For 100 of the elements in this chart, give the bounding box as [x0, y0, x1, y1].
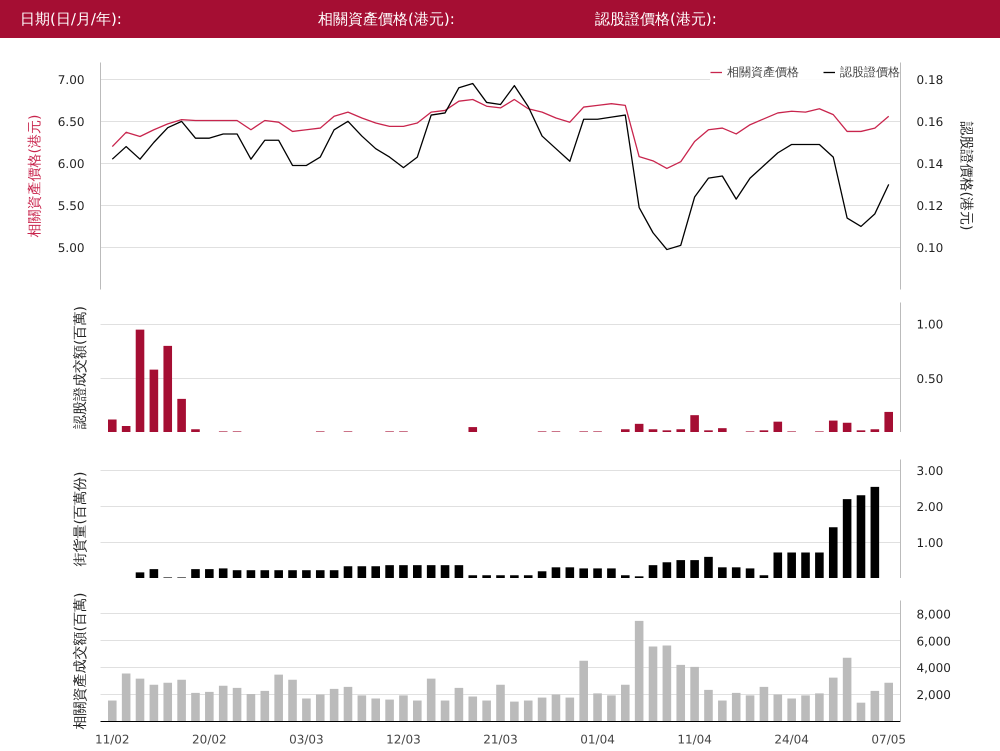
bar [232, 570, 242, 578]
y-tick-label: 0.50 [916, 372, 944, 386]
bar [288, 570, 297, 578]
text: 日期(日/月/年): [20, 9, 122, 30]
bar [496, 684, 505, 722]
bar [468, 696, 478, 722]
y2-axis-title: 認股證價格(港元) [958, 122, 974, 230]
bar [344, 566, 352, 578]
bar [482, 575, 491, 578]
bar [205, 569, 214, 578]
y-tick-label: 7.00 [58, 72, 84, 87]
bar [634, 424, 644, 432]
bar [246, 570, 256, 578]
bar [316, 694, 325, 722]
bar [108, 700, 117, 722]
bar [815, 693, 824, 722]
bar [136, 678, 144, 722]
bar [870, 486, 880, 578]
bar [690, 666, 699, 722]
bar [232, 688, 242, 722]
bar [648, 565, 658, 578]
bar [510, 702, 519, 722]
bar [358, 566, 366, 578]
bar [274, 674, 283, 722]
bar [566, 698, 574, 722]
bar [246, 694, 256, 722]
bar [579, 568, 588, 578]
bar [842, 658, 852, 722]
bar [760, 575, 768, 578]
bar [399, 695, 408, 722]
y-axis-title: 相關資產成交額(百萬) [72, 592, 88, 730]
bar [177, 680, 186, 722]
y-tick-label: 2.00 [916, 500, 944, 514]
bar [454, 565, 464, 578]
bar [620, 684, 630, 722]
bar [399, 565, 408, 578]
bar [344, 686, 352, 722]
bar [856, 495, 866, 578]
bar [150, 569, 158, 578]
bar [413, 565, 422, 578]
bar [371, 698, 380, 722]
bar [774, 552, 782, 578]
bar [316, 570, 325, 578]
bar [468, 427, 478, 432]
bar [884, 412, 894, 432]
x-tick-label: 11/04 [677, 732, 712, 746]
y-tick-label: 4,000 [916, 661, 951, 676]
bar [648, 646, 658, 722]
y2-tick-label: 0.16 [916, 114, 944, 129]
x-tick-label: 24/04 [774, 732, 809, 746]
bar [330, 570, 338, 578]
y2-tick-label: 0.14 [916, 156, 944, 171]
bar [828, 527, 838, 578]
bar [732, 567, 740, 578]
bar [468, 575, 478, 578]
bar [690, 415, 699, 432]
bar [454, 688, 464, 722]
bar [828, 678, 838, 722]
bar [177, 398, 186, 432]
bar [205, 692, 214, 722]
y-axis-title: 認股證成交額(百萬) [72, 306, 88, 429]
y-tick-label: 2,000 [916, 688, 951, 702]
bar [801, 695, 810, 722]
y-tick-label: 5.50 [58, 198, 84, 213]
x-tick-label: 11/02 [94, 732, 130, 746]
bar [774, 694, 782, 722]
y-tick-label: 3.00 [916, 464, 944, 478]
y-tick-label: 1.00 [916, 536, 944, 550]
bar [510, 575, 519, 578]
bar [136, 330, 144, 432]
bar [801, 552, 810, 578]
x-tick-label: 01/04 [580, 732, 615, 746]
bar [163, 346, 172, 432]
bar [496, 575, 505, 578]
bar [413, 700, 422, 722]
bar [718, 428, 727, 432]
x-tick-label: 12/03 [386, 732, 421, 746]
bar [302, 570, 311, 578]
bar [538, 698, 546, 722]
bar [274, 570, 283, 578]
bar [774, 422, 782, 432]
bar [330, 688, 338, 722]
bar [108, 420, 117, 432]
bar [884, 682, 894, 722]
bar [815, 552, 824, 578]
bar [122, 674, 130, 722]
bar [191, 692, 200, 722]
bar [746, 568, 754, 578]
bar [607, 695, 616, 722]
x-tick-label: 07/05 [871, 732, 906, 746]
bar [856, 702, 866, 722]
bar [593, 693, 602, 722]
bar [136, 572, 144, 578]
bar [662, 646, 672, 722]
bar [662, 562, 672, 578]
bar [524, 700, 533, 722]
bar [620, 575, 630, 578]
text: 認股證價格(港元): [595, 9, 717, 30]
bar [579, 660, 588, 722]
bar [538, 571, 546, 578]
